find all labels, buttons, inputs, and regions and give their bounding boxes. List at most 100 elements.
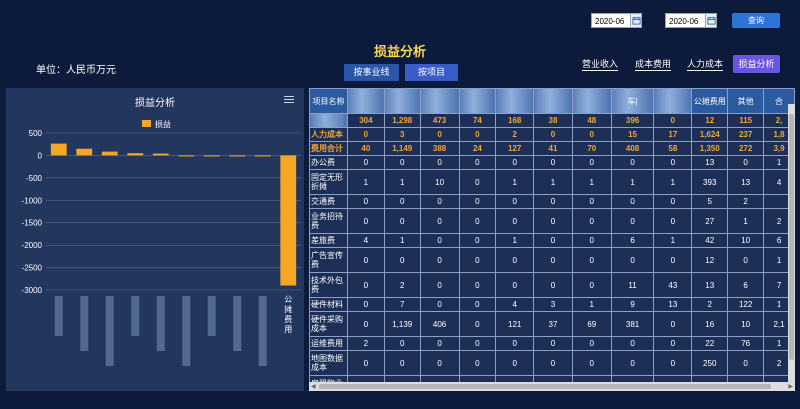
scroll-left-icon[interactable]: ◀ [311,384,316,390]
table-cell: 0 [419,194,460,209]
row-name: 业务招待费 [309,208,348,234]
vertical-scrollbar[interactable] [788,104,795,382]
scrollbar-thumb[interactable] [789,114,794,360]
column-header: 其他 [727,88,765,114]
table-cell: 381 [610,311,655,337]
table-row[interactable]: 硬件采购成本 0 1,139 406 0 121 37 69 381 0 16 10 2,1 [309,311,795,337]
table-cell: 393 [691,169,729,195]
chart-bar [76,148,93,156]
table-row[interactable]: 304 1,298 473 74 168 38 48 396 0 12 115 2, [309,113,795,128]
row-name: 技术外包费 [309,272,348,298]
table-cell: 4 [346,233,385,248]
table-row[interactable]: 业务招待费 0 0 0 0 0 0 0 0 0 27 1 2 [309,208,795,234]
table-row[interactable]: 硬件材料 0 7 0 0 4 3 1 9 13 2 122 1 [309,297,795,312]
tab-revenue[interactable]: 营业收入 [578,55,622,73]
table-cell: 37 [533,311,573,337]
row-name: 地图数据成本 [309,350,348,376]
table-row[interactable]: 运维费用 2 0 0 0 0 0 0 0 0 22 76 1 [309,336,795,351]
scroll-right-icon[interactable]: ▶ [788,384,793,390]
table-cell: 0 [495,336,535,351]
table-cell: 1 [653,233,693,248]
x-tick-label-redacted [80,296,89,351]
table-cell: 473 [419,113,460,128]
table-cell: 0 [346,297,385,312]
table-row[interactable]: 广告宣传费 0 0 0 0 0 0 0 0 0 12 0 1 [309,247,795,273]
table-cell: 1,298 [383,113,421,128]
table-row[interactable]: 办公费 0 0 0 0 0 0 0 0 0 13 0 1 [309,155,795,170]
table-row[interactable]: 地图数据成本 0 0 0 0 0 0 0 0 0 250 0 2 [309,350,795,376]
y-tick-label: -3000 [22,286,43,295]
chart-bar [101,151,118,156]
table-cell: 304 [346,113,385,128]
table-cell: 0 [571,155,612,170]
table-row[interactable]: 固定无形折摊 1 1 10 0 1 1 1 1 1 393 13 4 [309,169,795,195]
pnl-chart-panel: 损益分析 损益 500 0 -500 -1000 -1500 -2000 -2500 -3000 公… [6,88,304,391]
table-cell: 0 [458,127,497,142]
chart-bar [254,155,271,157]
table-row[interactable]: 技术外包费 0 2 0 0 0 0 0 11 43 13 6 7 [309,272,795,298]
table-row[interactable]: 交通费 0 0 0 0 0 0 0 0 0 5 2 [309,194,795,209]
table-cell: 0 [571,208,612,234]
table-cell: 0 [458,233,497,248]
scrollbar-thumb[interactable] [319,384,771,389]
table-row[interactable]: 费用合计 40 1,149 388 24 127 41 70 408 58 1,350 272 3,9 [309,141,795,156]
table-cell: 0 [727,247,765,273]
y-tick-label: -1000 [22,196,43,205]
table-cell: 2 [691,297,729,312]
by-business-line-button[interactable]: 按事业线 [344,64,399,81]
table-cell: 127 [495,141,535,156]
table-cell: 0 [610,155,655,170]
table-cell: 0 [458,297,497,312]
table-cell: 0 [495,208,535,234]
table-cell: 0 [346,208,385,234]
table-cell: 3 [533,297,573,312]
table-cell: 1,624 [691,127,729,142]
table-cell: 0 [419,297,460,312]
tab-label: 成本费用 [634,59,671,71]
x-tick-label-redacted [156,296,165,351]
table-cell: 237 [727,127,765,142]
row-name: 费用合计 [309,141,348,156]
table-cell: 24 [458,141,497,156]
table-cell: 41 [533,141,573,156]
row-name: 固定无形折摊 [309,169,348,195]
tab-hr-cost[interactable]: 人力成本 [683,55,727,73]
table-cell: 0 [653,311,693,337]
column-header [383,88,421,114]
tab-pnl[interactable]: 损益分析 [733,55,780,73]
table-cell: 0 [419,272,460,298]
table-cell: 9 [610,297,655,312]
table-cell: 0 [653,336,693,351]
table-cell: 1 [383,169,421,195]
menu-icon[interactable] [284,96,294,104]
table-cell: 0 [571,233,612,248]
table-cell: 0 [419,233,460,248]
x-tick-label-redacted [207,296,216,336]
x-tick-label-redacted [54,296,63,336]
table-cell: 0 [571,127,612,142]
calendar-icon[interactable] [630,13,642,28]
table-cell: 15 [610,127,655,142]
table-row[interactable]: 差旅费 4 1 0 0 1 0 0 6 1 42 10 6 [309,233,795,248]
table-cell: 1 [610,169,655,195]
table-cell: 16 [691,311,729,337]
column-header [458,88,497,114]
query-button[interactable]: 查询 [732,13,780,28]
table-cell: 7 [383,297,421,312]
x-tick-label-redacted [233,296,242,351]
table-cell: 17 [653,127,693,142]
horizontal-scrollbar[interactable]: ◀ ▶ [309,382,795,391]
by-project-button[interactable]: 按项目 [405,64,458,81]
table-cell: 0 [533,272,573,298]
column-header: 公摊费用 [691,88,729,114]
table-cell: 0 [458,336,497,351]
table-cell: 406 [419,311,460,337]
calendar-icon[interactable] [705,13,717,28]
table-cell: 13 [691,272,729,298]
table-cell: 122 [727,297,765,312]
table-cell: 10 [727,311,765,337]
tab-cost[interactable]: 成本费用 [631,55,675,73]
table-cell: 12 [691,247,729,273]
table-row[interactable]: 人力成本 0 3 0 0 2 0 0 15 17 1,624 237 1,8 [309,127,795,142]
table-cell: 388 [419,141,460,156]
